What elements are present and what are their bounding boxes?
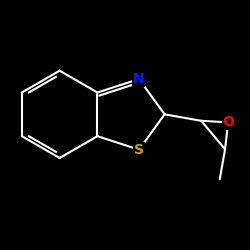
Text: O: O [222,115,234,129]
Text: S: S [134,143,144,157]
Text: N: N [133,72,145,86]
